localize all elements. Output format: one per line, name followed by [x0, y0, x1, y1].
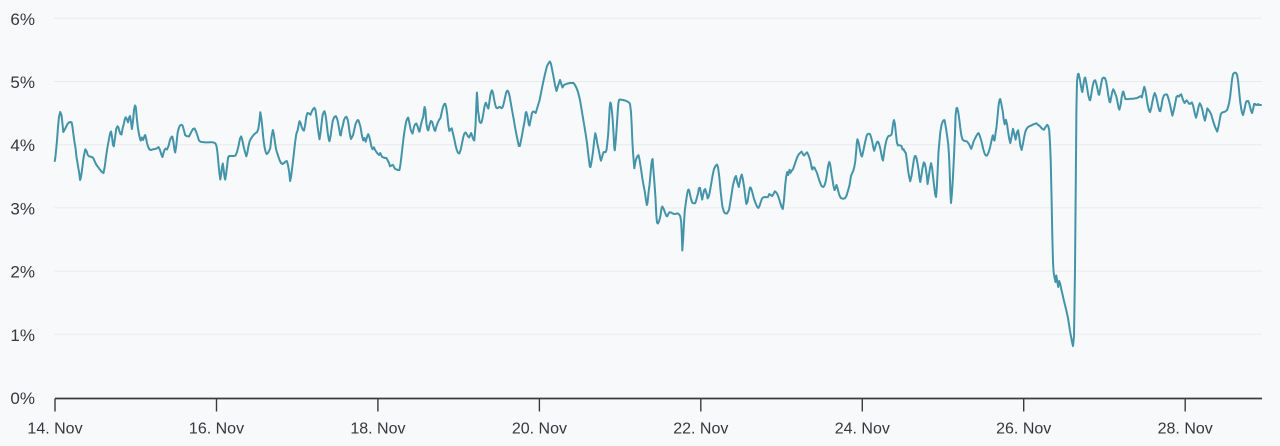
svg-text:24. Nov: 24. Nov	[835, 421, 890, 438]
svg-text:3%: 3%	[10, 199, 35, 218]
svg-text:20. Nov: 20. Nov	[512, 421, 567, 438]
svg-text:26. Nov: 26. Nov	[996, 421, 1051, 438]
svg-text:18. Nov: 18. Nov	[350, 421, 405, 438]
svg-text:5%: 5%	[10, 73, 35, 92]
svg-text:2%: 2%	[10, 263, 35, 282]
svg-text:6%: 6%	[10, 10, 35, 29]
svg-text:28. Nov: 28. Nov	[1158, 421, 1213, 438]
svg-text:22. Nov: 22. Nov	[673, 421, 728, 438]
svg-text:1%: 1%	[10, 326, 35, 345]
svg-text:0%: 0%	[10, 389, 35, 408]
svg-text:14. Nov: 14. Nov	[27, 421, 82, 438]
svg-text:16. Nov: 16. Nov	[189, 421, 244, 438]
svg-text:4%: 4%	[10, 136, 35, 155]
